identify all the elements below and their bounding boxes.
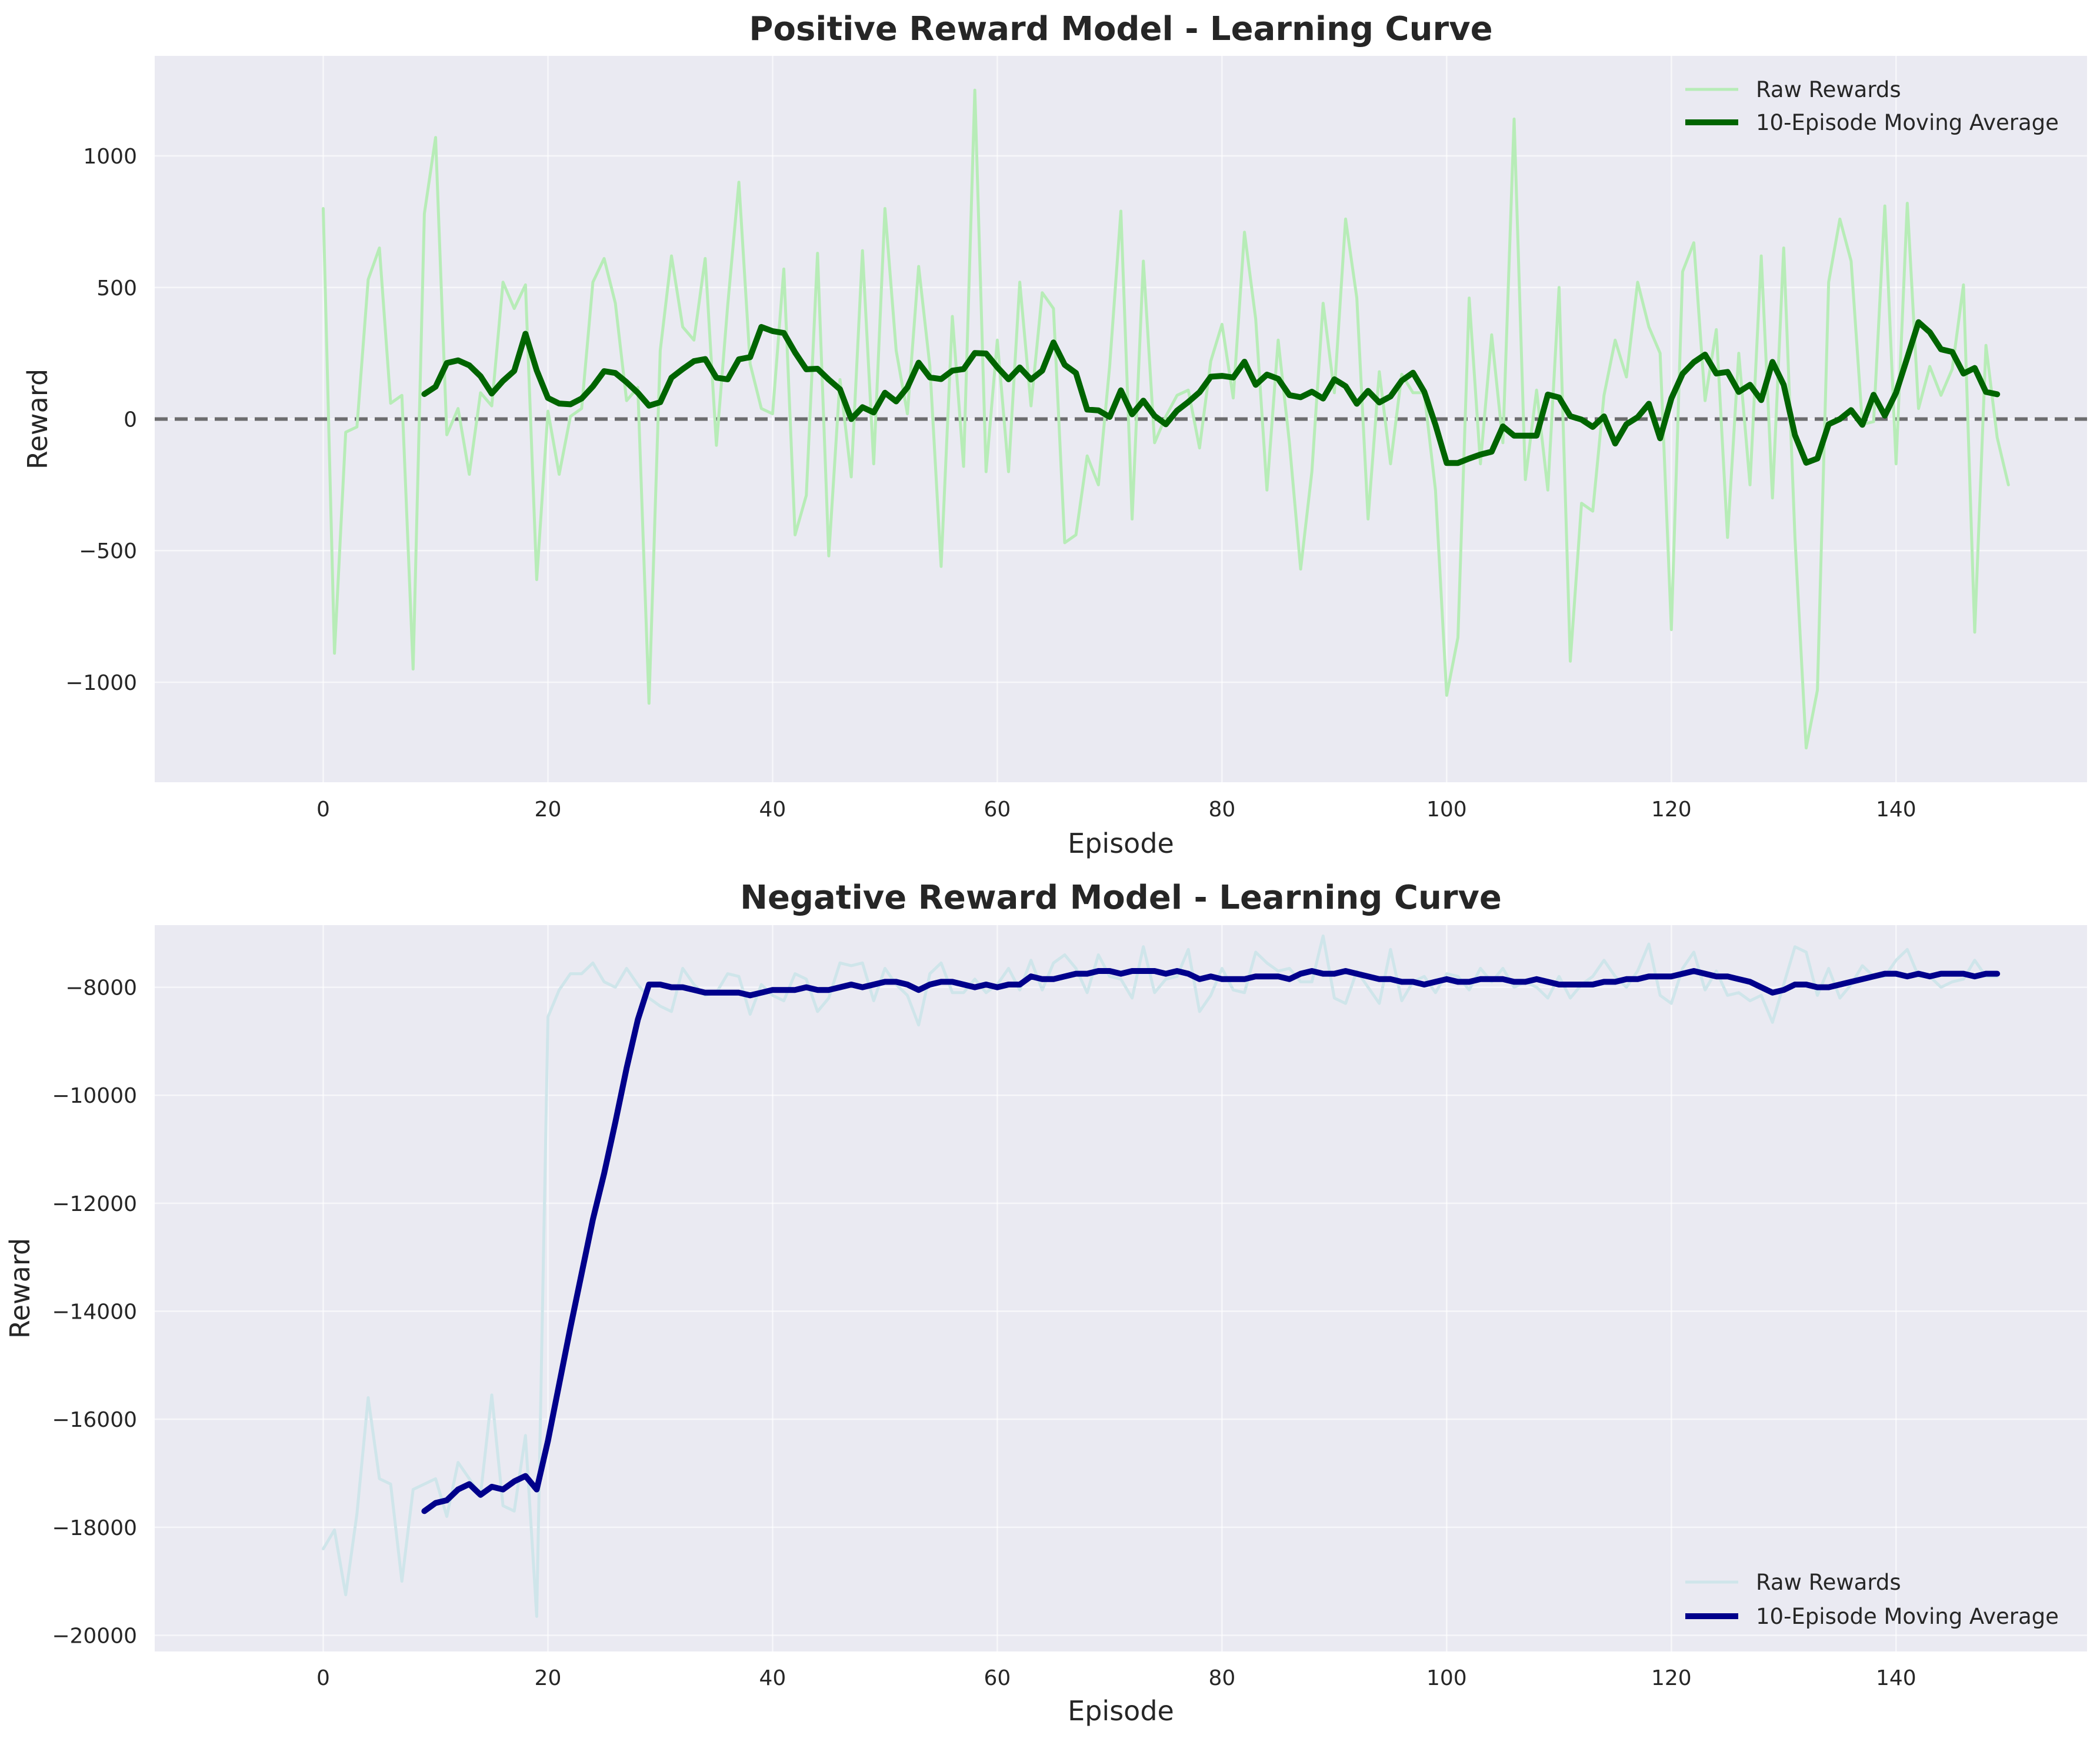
y-tick-label: −1000 [65,671,137,695]
x-tick-label: 120 [1651,1666,1692,1690]
series-line-10-episode-moving-average [421,968,2001,1514]
negative-reward-chart: 0 20 40 60 80 100 120 140 −20000 −18000 −16000 −14… [4,879,2087,1727]
x-tick-label: 140 [1876,798,1916,822]
y-tick-label: −18000 [52,1516,137,1540]
x-tick-label: 140 [1876,1666,1916,1690]
x-tick-label: 60 [984,1666,1011,1690]
y-tick-label: 1000 [83,145,137,169]
chart-title: Positive Reward Model - Learning Curve [749,10,1492,48]
y-tick-label: 500 [96,276,137,301]
y-axis-label: Reward [22,369,54,469]
y-tick-label: −16000 [52,1408,137,1432]
x-tick-label: 80 [1208,1666,1235,1690]
legend-label-raw-rewards: Raw Rewards [1756,1570,1901,1595]
y-tick-labels: −20000 −18000 −16000 −14000 −12000 −10000 −800… [52,976,137,1649]
series-layer [322,88,2010,750]
x-tick-label: 120 [1651,798,1692,822]
series-line-10-episode-moving-average [421,319,2001,466]
y-tick-label: −14000 [52,1300,137,1324]
y-tick-label: −10000 [52,1084,137,1108]
x-axis-label: Episode [1068,1695,1174,1727]
y-tick-label: −20000 [52,1624,137,1648]
y-tick-label: −8000 [65,976,137,1000]
x-tick-label: 0 [316,1666,330,1690]
legend: Raw Rewards 10-Episode Moving Average [1685,77,2059,135]
series-layer [322,934,2001,1618]
x-tick-label: 40 [759,798,786,822]
positive-reward-chart: 0 20 40 60 80 100 120 140 −1000 −500 0 500 1000 Pos… [22,10,2087,859]
x-tick-label: 60 [984,798,1011,822]
x-tick-label: 40 [759,1666,786,1690]
legend-label-raw-rewards: Raw Rewards [1756,77,1901,102]
legend-label-moving-average: 10-Episode Moving Average [1756,110,2059,135]
x-tick-label: 20 [535,798,562,822]
chart-title: Negative Reward Model - Learning Curve [740,879,1502,917]
y-axis-label: Reward [4,1238,36,1339]
x-tick-labels: 0 20 40 60 80 100 120 140 [316,798,1916,822]
legend-label-moving-average: 10-Episode Moving Average [1756,1604,2059,1629]
y-tick-label: −12000 [52,1192,137,1216]
y-tick-label: 0 [124,408,137,432]
x-tick-label: 100 [1426,1666,1467,1690]
series-line-raw-rewards [322,88,2010,750]
x-tick-label: 100 [1426,798,1467,822]
legend: Raw Rewards 10-Episode Moving Average [1685,1570,2059,1629]
y-tick-label: −500 [79,539,137,563]
x-tick-label: 80 [1208,798,1235,822]
x-tick-labels: 0 20 40 60 80 100 120 140 [316,1666,1916,1690]
plot-area [155,925,2087,1651]
x-tick-label: 20 [535,1666,562,1690]
x-axis-label: Episode [1068,828,1174,859]
y-tick-labels: −1000 −500 0 500 1000 [65,145,137,695]
x-tick-label: 0 [316,798,330,822]
